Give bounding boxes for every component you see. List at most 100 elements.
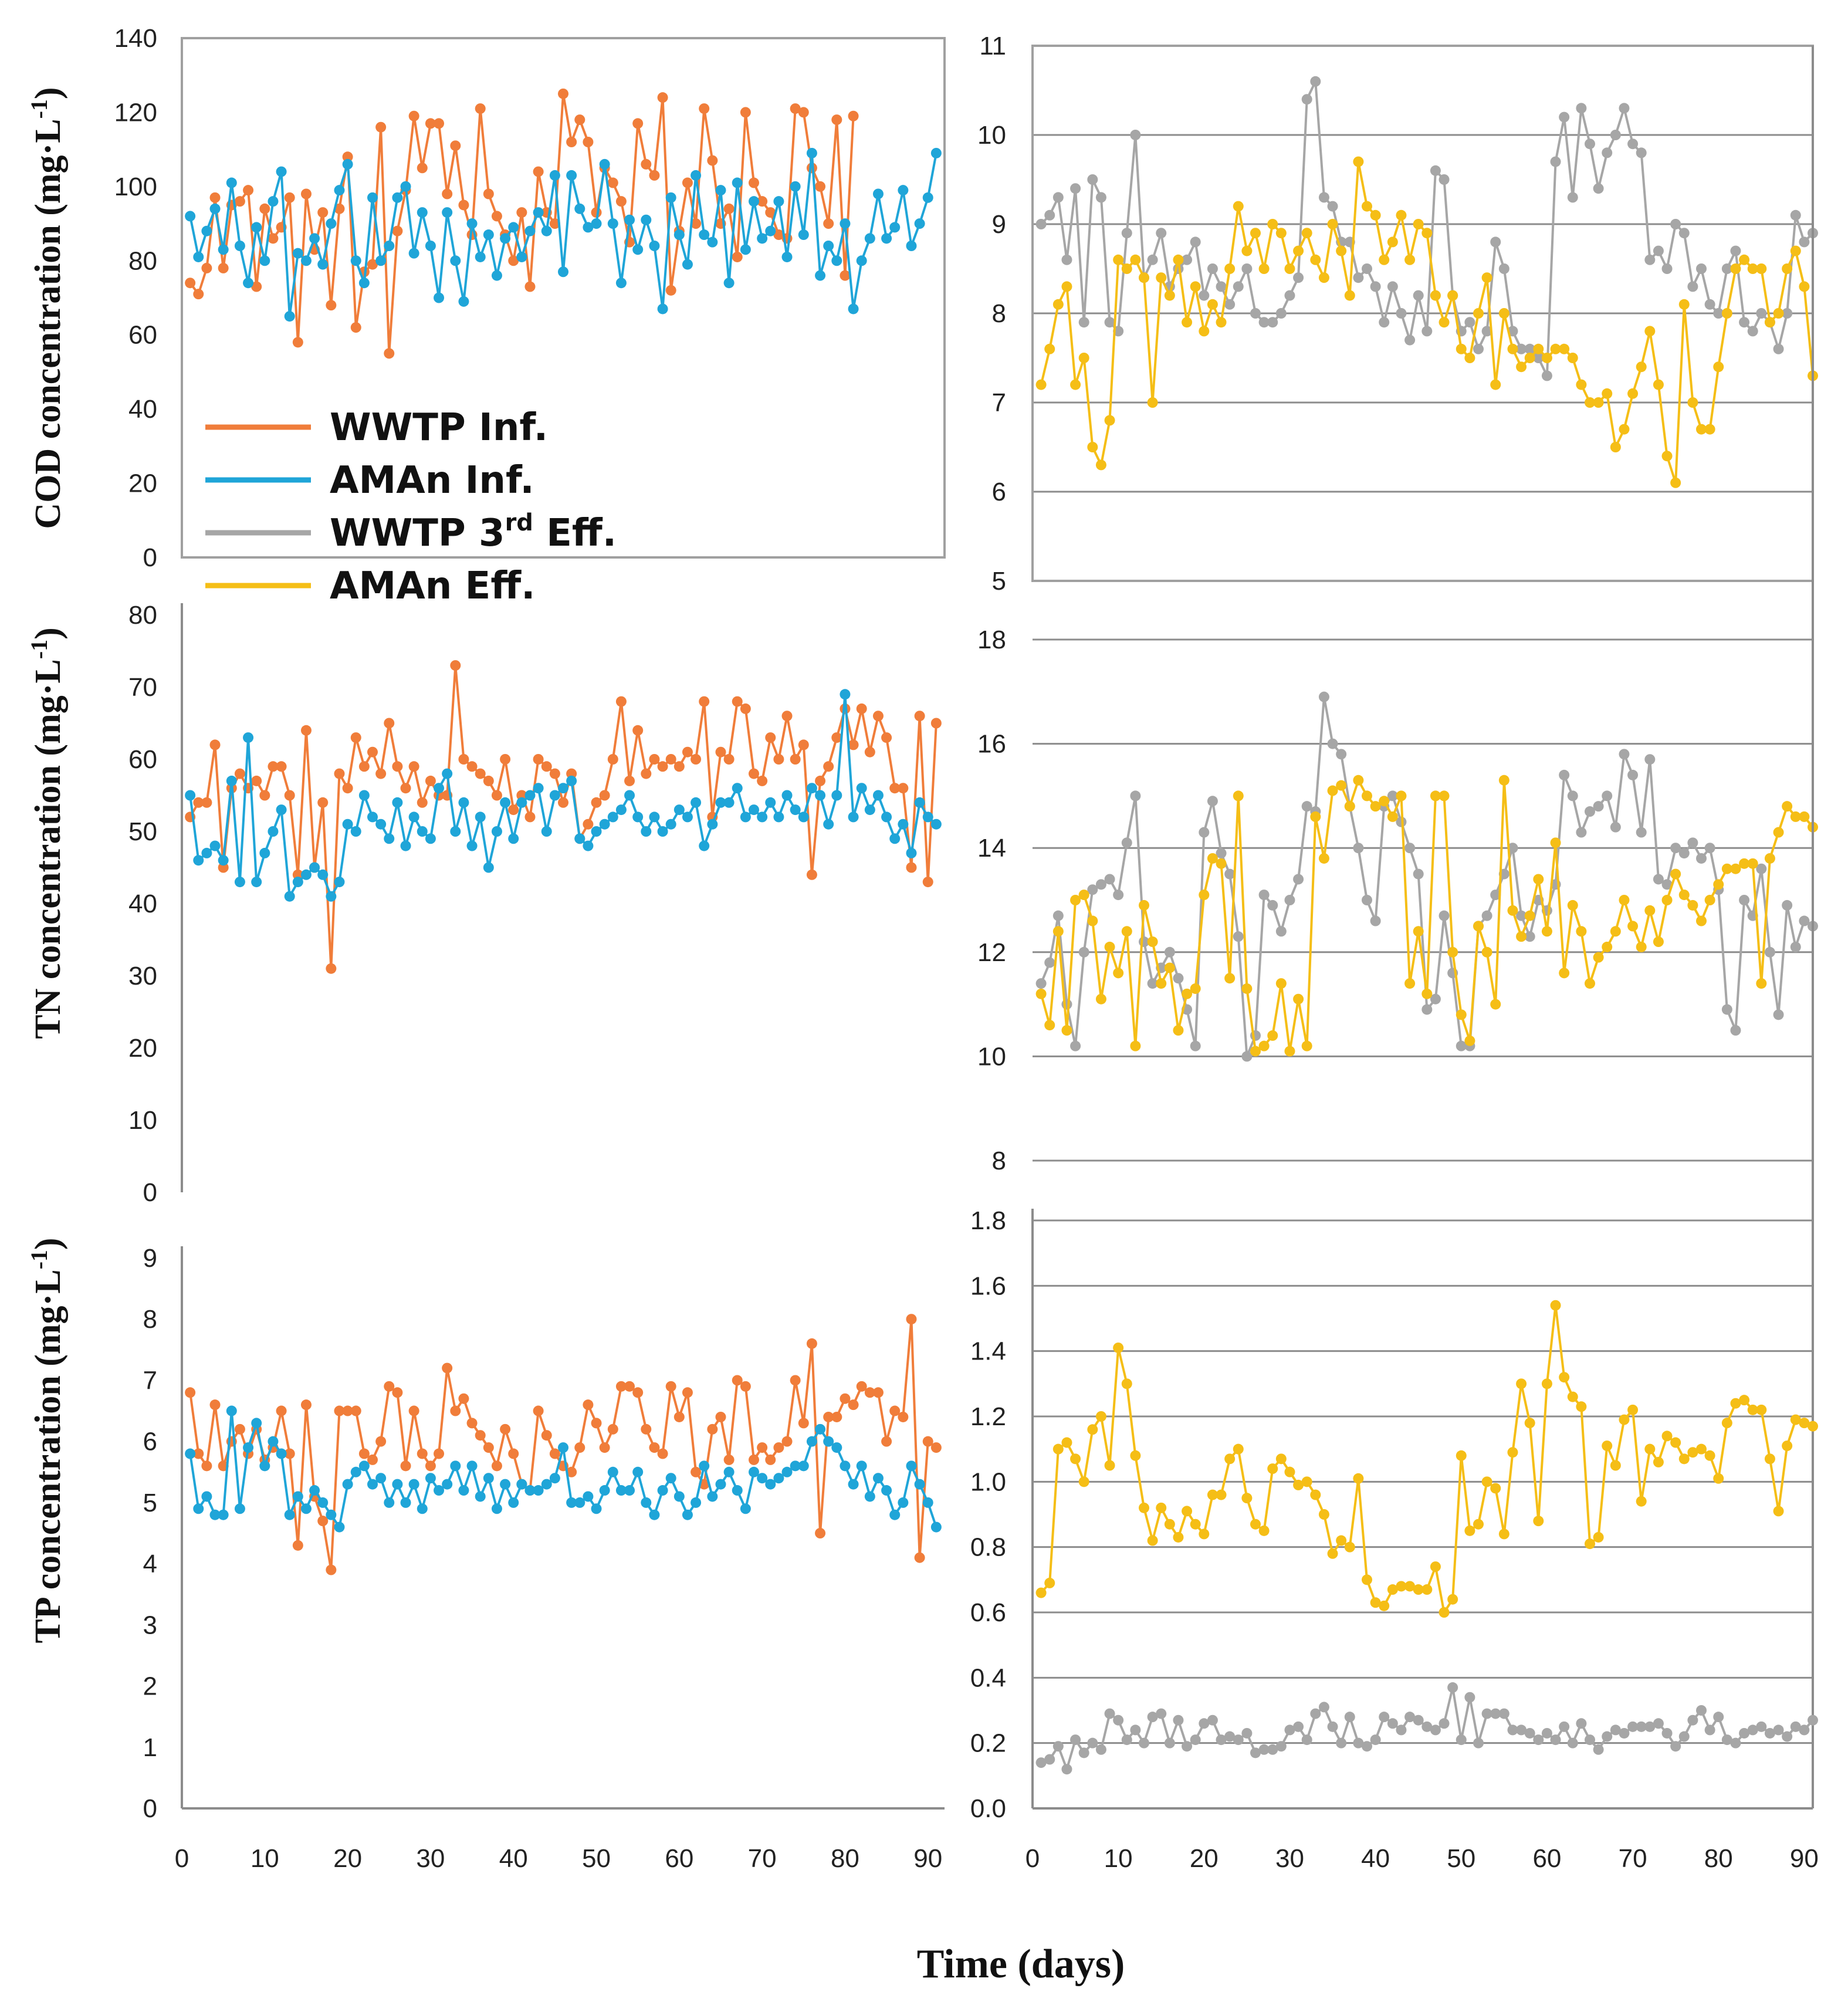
tn-effluent-point-wwtp-3rd-eff [1704,843,1715,854]
tp-influent-point-wwtp-inf [773,1442,784,1453]
tn-influent-point-wwtp-inf [334,768,345,779]
tp-influent-point-aman-inf [309,1485,320,1496]
tn-effluent-point-aman-eff [1782,801,1793,812]
tp-influent-point-aman-inf [906,1460,917,1472]
cod-effluent-point-wwtp-3rd-eff [1644,254,1656,265]
tp-effluent-point-wwtp-3rd-eff [1258,1744,1270,1755]
tn-influent-point-wwtp-inf [682,746,693,757]
tp-effluent-point-wwtp-3rd-eff [1559,1721,1570,1732]
tp-influent-point-wwtp-inf [541,1430,552,1441]
tp-effluent-point-wwtp-3rd-eff [1336,1737,1347,1749]
cod-effluent-point-wwtp-3rd-eff [1087,174,1098,185]
tp-effluent-point-wwtp-3rd-eff [1808,1714,1818,1726]
cod-influent-point-aman-inf [632,244,644,255]
tp-influent-point-aman-inf [840,1460,851,1472]
tp-influent-point-wwtp-inf [276,1405,287,1416]
cod-effluent-point-wwtp-3rd-eff [1481,326,1492,337]
cod-effluent-point-wwtp-3rd-eff [1396,308,1407,319]
tp-effluent-point-wwtp-3rd-eff [1627,1721,1639,1732]
tp-influent-point-aman-inf [599,1485,610,1496]
cod-effluent-point-wwtp-3rd-eff [1602,147,1613,158]
tn-influent-point-aman-inf [558,783,568,794]
cod-effluent-point-wwtp-3rd-eff [1610,130,1621,140]
tp-effluent-point-aman-eff [1284,1466,1295,1477]
tp-influent-point-wwtp-inf [864,1387,875,1398]
cod-effluent-point-wwtp-3rd-eff [1052,192,1064,203]
tn-effluent-point-aman-eff [1456,1009,1467,1020]
tp-effluent-point-wwtp-3rd-eff [1610,1724,1621,1736]
tn-effluent-point-wwtp-3rd-eff [1730,1025,1741,1036]
tn-influent-point-wwtp-inf [508,804,519,816]
tp-influent-point-wwtp-inf [358,1448,370,1459]
tp-effluent-point-aman-eff [1336,1535,1347,1546]
cod-effluent-point-wwtp-3rd-eff [1721,263,1732,274]
tn-effluent-point-wwtp-3rd-eff [1241,1051,1253,1062]
cod-influent-point-aman-inf [566,170,577,181]
tp-influent-point-aman-inf [549,1473,560,1484]
cod-influent-point-wwtp-inf [699,103,710,114]
tn-effluent-point-aman-eff [1241,983,1253,994]
tp-effluent-point-aman-eff [1533,1516,1544,1527]
cod-effluent-point-aman-eff [1156,272,1167,283]
tn-effluent-point-aman-eff [1173,1025,1184,1036]
tp-effluent-point-wwtp-3rd-eff [1507,1724,1518,1736]
cod-effluent-point-aman-eff [1250,228,1261,239]
tn-influent-point-wwtp-inf [541,761,552,772]
tp-influent-point-aman-inf [201,1491,212,1502]
tn-effluent-point-aman-eff [1533,874,1544,885]
cod-effluent-point-wwtp-3rd-eff [1310,76,1321,87]
tn-influent-point-wwtp-inf [922,877,933,888]
tn-influent-point-aman-inf [226,775,237,786]
tp-influent-point-aman-inf [392,1479,403,1490]
tn-influent-point-aman-inf [632,811,644,823]
cod-influent-point-wwtp-inf [408,110,419,121]
tn-effluent-point-aman-eff [1585,978,1595,989]
tn-influent-point-aman-inf [682,811,693,823]
cod-influent-point-aman-inf [906,241,917,251]
cod-influent-point-aman-inf [450,255,461,266]
tn-effluent-point-wwtp-3rd-eff [1362,895,1372,905]
cod-influent-point-wwtp-inf [185,278,196,289]
tp-effluent-point-aman-eff [1301,1476,1312,1487]
cod-effluent-point-wwtp-3rd-eff [1790,209,1801,221]
cod-influent-point-aman-inf [334,185,345,196]
tn-influent-point-aman-inf [466,840,478,851]
cod-effluent-point-aman-eff [1130,254,1141,265]
tn-influent-point-wwtp-inf [300,725,312,736]
tn-influent-point-wwtp-inf [450,660,461,671]
tp-influent-point-wwtp-inf [889,1405,901,1416]
cod-influent-point-aman-inf [384,241,395,251]
cod-influent-point-aman-inf [483,229,494,241]
tn-effluent-point-aman-eff [1310,811,1321,822]
tp-effluent-point-wwtp-3rd-eff [1481,1708,1492,1719]
cod-influent-point-aman-inf [516,251,527,262]
tn-effluent-point-wwtp-3rd-eff [1113,890,1124,901]
tn-influent-point-wwtp-inf [367,746,378,757]
cod-effluent-point-aman-eff [1524,353,1535,363]
tp-effluent-point-wwtp-3rd-eff [1524,1727,1535,1739]
tp-influent-point-aman-inf [583,1491,594,1502]
tp-effluent-point-wwtp-3rd-eff [1644,1721,1656,1732]
tn-influent-point-wwtp-inf [384,718,395,729]
tn-influent-point-aman-inf [334,877,345,888]
tp-influent-point-aman-inf [632,1466,644,1477]
cod-effluent-point-aman-eff [1344,290,1355,301]
cod-effluent-point-aman-eff [1730,263,1741,274]
cod-effluent-point-aman-eff [1585,397,1595,408]
tp-influent-point-wwtp-inf [375,1436,387,1447]
tp-influent-point-aman-inf [500,1479,511,1490]
chart-panels: 0204060801001201405678910110102030405060… [114,24,1819,1873]
tn-effluent-point-wwtp-3rd-eff [1353,843,1364,854]
tp-effluent-point-wwtp-3rd-eff [1747,1724,1758,1736]
cod-influent-point-aman-inf [425,241,436,251]
tn-effluent-point-aman-eff [1070,895,1081,905]
tn-influent-point-wwtp-inf [466,761,478,772]
cod-influent-point-aman-inf [898,185,909,196]
tn-effluent-y-tick-label: 14 [977,834,1006,863]
tn-effluent-point-aman-eff [1104,941,1115,952]
tp-effluent-point-aman-eff [1516,1378,1527,1389]
tn-effluent-point-wwtp-3rd-eff [1421,1004,1433,1015]
tp-effluent-point-wwtp-3rd-eff [1275,1741,1287,1752]
tn-effluent-point-aman-eff [1379,796,1390,807]
tp-effluent-point-aman-eff [1095,1411,1106,1422]
